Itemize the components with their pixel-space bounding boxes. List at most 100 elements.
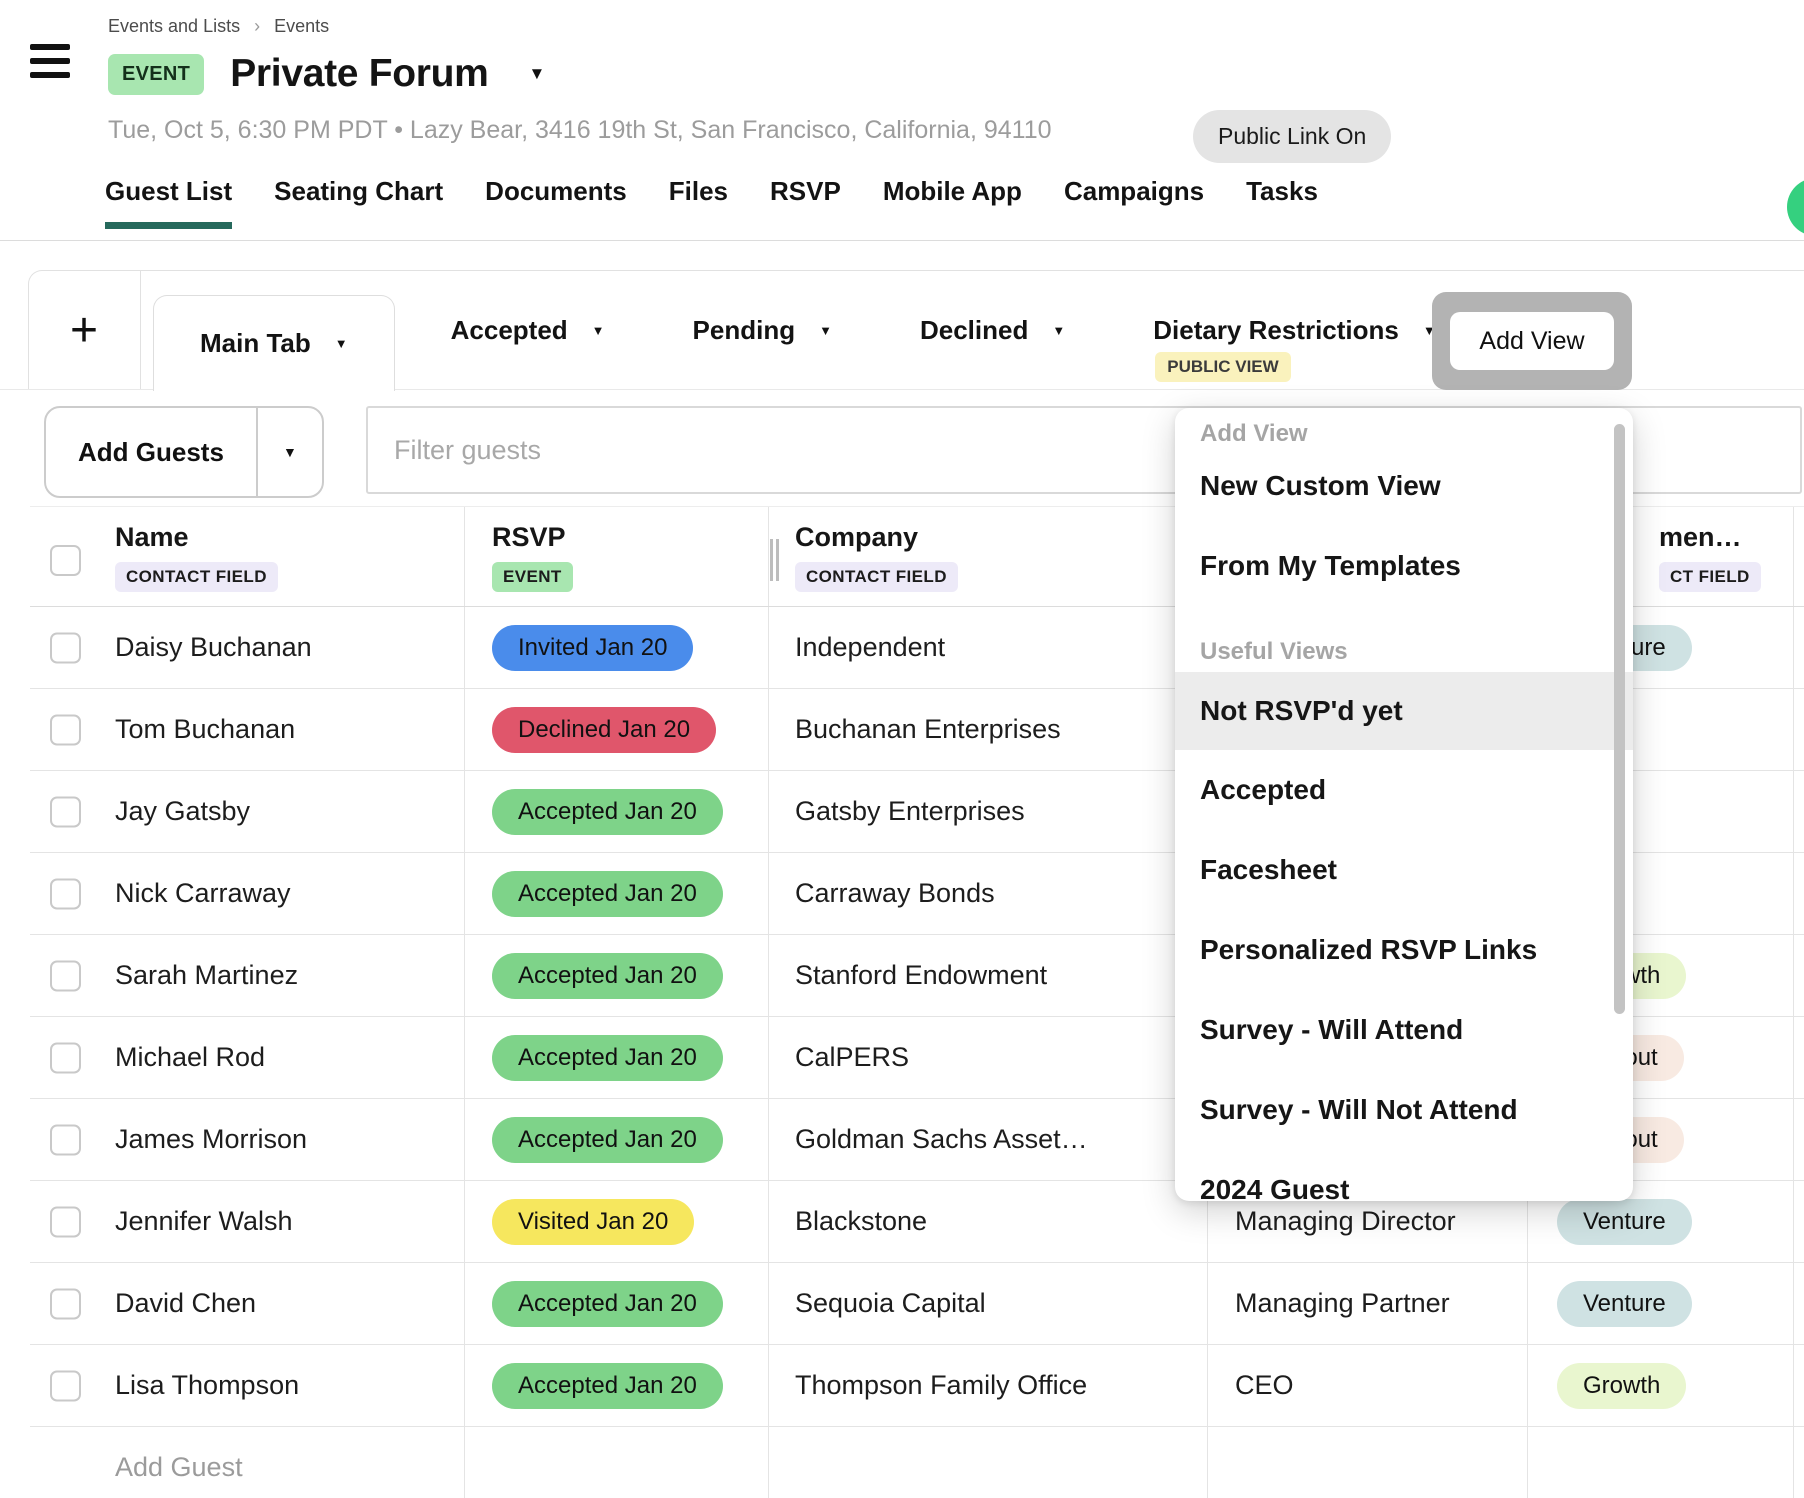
hamburger-menu-icon[interactable] <box>30 44 70 78</box>
menu-item-2024-guest[interactable]: 2024 Guest <box>1200 1174 1350 1201</box>
rsvp-column-label: RSVP <box>492 521 566 552</box>
breadcrumb-events-and-lists[interactable]: Events and Lists <box>108 16 241 36</box>
menu-item-not-rsvp-d-yet[interactable]: Not RSVP'd yet <box>1175 672 1633 750</box>
rsvp-status-badge[interactable]: Visited Jan 20 <box>492 1198 695 1245</box>
guest-title: Managing Partner <box>1235 1288 1450 1318</box>
segment-column-header[interactable]: men… CT FIELD <box>1528 507 1794 606</box>
rsvp-status-badge[interactable]: Declined Jan 20 <box>492 706 717 753</box>
event-datetime-location: Tue, Oct 5, 6:30 PM PDT • Lazy Bear, 341… <box>108 116 1052 144</box>
nav-tab-rsvp[interactable]: RSVP <box>770 176 841 206</box>
extra-cell <box>1794 1263 1804 1344</box>
company-column-header[interactable]: Company CONTACT FIELD <box>769 507 1208 606</box>
menu-item-from-my-templates[interactable]: From My Templates <box>1200 550 1461 581</box>
view-tab-main-tab[interactable]: Main Tab ▼ <box>153 294 395 391</box>
company-cell: Carraway Bonds <box>769 853 1208 934</box>
company-name: Thompson Family Office <box>795 1370 1088 1400</box>
rsvp-column-header[interactable]: RSVP EVENT <box>465 507 769 606</box>
company-cell: Independent <box>769 607 1208 688</box>
rsvp-status-badge[interactable]: Accepted Jan 20 <box>492 952 723 999</box>
view-tab-bar: + Main Tab ▼ Accepted ▼ Pending ▼ Declined ▼ Die… <box>0 270 1804 391</box>
row-checkbox[interactable] <box>50 1370 81 1401</box>
menu-item-new-custom-view[interactable]: New Custom View <box>1200 470 1441 501</box>
row-checkbox[interactable] <box>50 960 81 991</box>
menu-item-personalized-rsvp-links[interactable]: Personalized RSVP Links <box>1200 934 1538 965</box>
table-row: Jennifer Walsh Visited Jan 20 Blackstone Ma… <box>30 1181 1804 1263</box>
add-guests-button-label[interactable]: Add Guests <box>78 436 224 467</box>
rsvp-cell: Accepted Jan 20 <box>465 935 769 1016</box>
rsvp-status-badge[interactable]: Accepted Jan 20 <box>492 1280 723 1327</box>
name-cell: Sarah Martinez <box>30 935 465 1016</box>
company-cell: Goldman Sachs Asset… <box>769 1099 1208 1180</box>
rsvp-status-badge[interactable]: Accepted Jan 20 <box>492 870 723 917</box>
company-cell: CalPERS <box>769 1017 1208 1098</box>
menu-section-header: Useful Views <box>1200 638 1348 665</box>
rsvp-status-badge[interactable]: Accepted Jan 20 <box>492 1034 723 1081</box>
table-row: Lisa Thompson Accepted Jan 20 Thompson Fam… <box>30 1345 1804 1427</box>
company-name: Independent <box>795 632 946 662</box>
rsvp-status-badge[interactable]: Accepted Jan 20 <box>492 1116 723 1163</box>
row-checkbox[interactable] <box>50 714 81 745</box>
nav-tab-files[interactable]: Files <box>668 176 728 206</box>
view-tab-label: Declined <box>919 314 1029 345</box>
view-tab-accepted[interactable]: Accepted ▼ <box>407 270 649 390</box>
table-row: Jay Gatsby Accepted Jan 20 Gatsby Enterpri… <box>30 771 1804 853</box>
view-tab-label: Dietary Restrictions <box>1153 314 1399 345</box>
rsvp-cell: Declined Jan 20 <box>465 689 769 770</box>
rsvp-status-badge[interactable]: Invited Jan 20 <box>492 624 694 671</box>
page-title: Private Forum <box>230 52 489 95</box>
row-checkbox[interactable] <box>50 796 81 827</box>
public-link-status-pill[interactable]: Public Link On <box>1193 110 1392 163</box>
add-guest-row[interactable]: Add Guest <box>30 1427 1804 1498</box>
name-cell: Tom Buchanan <box>30 689 465 770</box>
segment-cell: Venture <box>1528 1181 1794 1262</box>
nav-tab-tasks[interactable]: Tasks <box>1246 176 1318 206</box>
view-tab-dietary-restrictions[interactable]: Dietary Restrictions ▼ PUBLIC VIEW <box>1109 270 1480 390</box>
guest-name: Michael Rod <box>115 1042 266 1072</box>
row-checkbox[interactable] <box>50 1288 81 1319</box>
row-checkbox[interactable] <box>50 878 81 909</box>
segment-badge: Venture <box>1557 1198 1692 1245</box>
nav-tab-mobile-app[interactable]: Mobile App <box>882 176 1022 206</box>
rsvp-status-badge[interactable]: Accepted Jan 20 <box>492 1362 723 1409</box>
row-checkbox[interactable] <box>50 1206 81 1237</box>
help-button[interactable] <box>1787 178 1804 236</box>
add-guests-chevron-down-icon[interactable]: ▼ <box>255 408 322 496</box>
nav-tab-campaigns[interactable]: Campaigns <box>1063 176 1205 206</box>
table-row: David Chen Accepted Jan 20 Sequoia Capital… <box>30 1263 1804 1345</box>
add-guests-split-button[interactable]: Add Guests ▼ <box>44 406 324 498</box>
nav-tab-seating-chart[interactable]: Seating Chart <box>274 176 444 206</box>
name-column-header[interactable]: Name CONTACT FIELD <box>30 507 465 606</box>
extra-cell <box>1794 853 1804 934</box>
menu-item-accepted[interactable]: Accepted <box>1200 774 1327 805</box>
company-name: Stanford Endowment <box>795 960 1048 990</box>
menu-item-survey-will-attend[interactable]: Survey - Will Attend <box>1200 1014 1464 1045</box>
view-tab-pending[interactable]: Pending ▼ <box>649 270 876 390</box>
title-chevron-down-icon[interactable]: ▼ <box>528 64 546 83</box>
select-all-checkbox[interactable] <box>50 545 81 576</box>
nav-tab-documents[interactable]: Documents <box>485 176 627 206</box>
guest-name: David Chen <box>115 1288 257 1318</box>
company-cell: Thompson Family Office <box>769 1345 1208 1426</box>
add-guest-placeholder[interactable]: Add Guest <box>115 1452 243 1482</box>
row-checkbox[interactable] <box>50 1124 81 1155</box>
breadcrumb-events[interactable]: Events <box>274 16 330 36</box>
row-checkbox[interactable] <box>50 632 81 663</box>
company-name: Buchanan Enterprises <box>795 714 1061 744</box>
row-checkbox[interactable] <box>50 1042 81 1073</box>
rsvp-status-badge[interactable]: Accepted Jan 20 <box>492 788 723 835</box>
breadcrumb: Events and Lists › Events <box>108 16 329 37</box>
menu-item-survey-will-not-attend[interactable]: Survey - Will Not Attend <box>1200 1094 1518 1125</box>
nav-tab-guest-list[interactable]: Guest List <box>105 176 232 229</box>
name-cell: Lisa Thompson <box>30 1345 465 1426</box>
add-view-tab-button[interactable]: + <box>28 271 141 389</box>
guest-table: Name CONTACT FIELD RSVP EVENT Company CO… <box>30 506 1804 1498</box>
guest-name: Nick Carraway <box>115 878 291 908</box>
view-tab-declined[interactable]: Declined ▼ <box>876 270 1109 390</box>
column-drag-handle-icon[interactable] <box>770 539 779 581</box>
menu-item-facesheet[interactable]: Facesheet <box>1200 854 1337 885</box>
company-name: Carraway Bonds <box>795 878 995 908</box>
menu-scrollbar-thumb[interactable] <box>1614 424 1625 1014</box>
add-view-button[interactable]: Add View <box>1450 312 1614 370</box>
view-tab-label: Pending <box>692 314 796 345</box>
view-tab-bar-divider <box>0 389 1804 390</box>
